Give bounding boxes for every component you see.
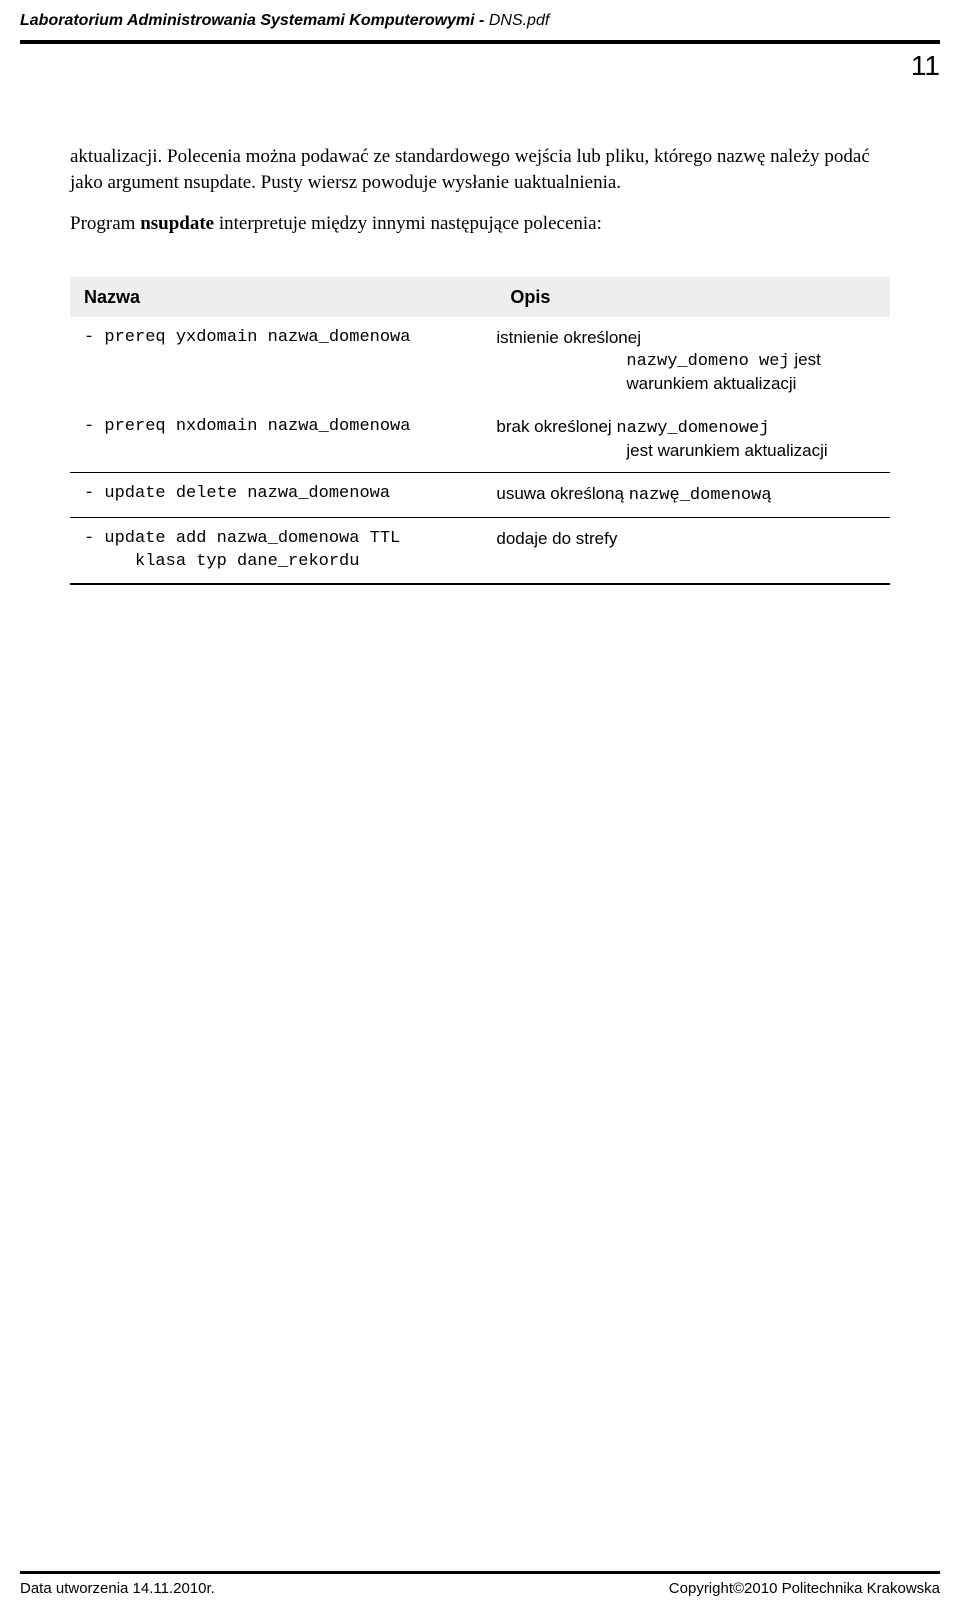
row3-desc-p1: dodaje do strefy xyxy=(496,529,617,548)
table-header-name: Nazwa xyxy=(70,277,496,317)
row1-desc-p1: brak określonej xyxy=(496,417,616,436)
table-row: - update delete nazwa_domenowa usuwa okr… xyxy=(70,473,890,518)
paragraph-2: Program nsupdate interpretuje między inn… xyxy=(70,211,890,237)
row2-name: - update delete nazwa_domenowa xyxy=(70,473,496,517)
row0-name: - prereq yxdomain nazwa_domenowa xyxy=(70,317,496,405)
row2-desc: usuwa określoną nazwę_domenową xyxy=(496,473,890,517)
p2-pre: Program xyxy=(70,213,140,234)
content: aktualizacji. Polecenia można podawać ze… xyxy=(0,44,960,585)
row2-desc-p1: usuwa określoną xyxy=(496,484,628,503)
header-title: Laboratorium Administrowania Systemami K… xyxy=(20,12,549,29)
footer-row: Data utworzenia 14.11.2010r. Copyright©2… xyxy=(20,1580,940,1597)
table-header-desc: Opis xyxy=(496,277,890,317)
page: Laboratorium Administrowania Systemami K… xyxy=(0,0,960,1617)
footer: Data utworzenia 14.11.2010r. Copyright©2… xyxy=(0,1571,960,1597)
row0-desc-indent: nazwy_domeno wej jest warunkiem aktualiz… xyxy=(496,349,876,395)
row0-desc-p1: istnienie określonej xyxy=(496,327,876,349)
row1-desc-mono: nazwy_domenowej xyxy=(616,419,769,438)
table-row: - prereq yxdomain nazwa_domenowa istnien… xyxy=(70,317,890,405)
paragraph-1: aktualizacji. Polecenia można podawać ze… xyxy=(70,144,890,195)
row1-desc: brak określonej nazwy_domenowej jest war… xyxy=(496,406,890,472)
row3-desc: dodaje do strefy xyxy=(496,518,890,584)
row1-name: - prereq nxdomain nazwa_domenowa xyxy=(70,406,496,472)
header-title-suffix: DNS.pdf xyxy=(489,12,549,29)
table-row: - update add nazwa_domenowa TTL klasa ty… xyxy=(70,518,890,584)
p2-bold: nsupdate xyxy=(140,213,214,234)
page-number: 11 xyxy=(911,50,940,82)
table-row: - prereq nxdomain nazwa_domenowa brak ok… xyxy=(70,406,890,473)
footer-right: Copyright©2010 Politechnika Krakowska xyxy=(669,1580,940,1597)
row3-name: - update add nazwa_domenowa TTL klasa ty… xyxy=(70,518,496,584)
table-header: Nazwa Opis xyxy=(70,277,890,317)
row0-desc: istnienie określonej nazwy_domeno wej je… xyxy=(496,317,890,405)
footer-left: Data utworzenia 14.11.2010r. xyxy=(20,1580,215,1597)
row2-desc-mono: nazwę_domenową xyxy=(629,486,772,505)
row0-desc-mono: nazwy_domeno wej xyxy=(626,352,789,371)
p2-post: interpretuje między innymi następujące p… xyxy=(214,213,602,234)
header: Laboratorium Administrowania Systemami K… xyxy=(0,0,960,36)
row1-desc-p2: jest warunkiem aktualizacji xyxy=(626,441,827,460)
header-title-main: Laboratorium Administrowania Systemami K… xyxy=(20,12,489,29)
footer-rule xyxy=(20,1571,940,1574)
row1-desc-indent: jest warunkiem aktualizacji xyxy=(496,440,876,462)
commands-table: Nazwa Opis - prereq yxdomain nazwa_domen… xyxy=(70,277,890,585)
